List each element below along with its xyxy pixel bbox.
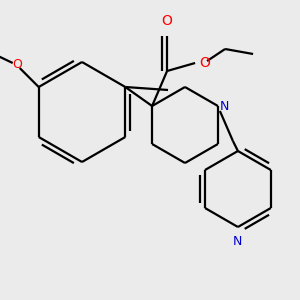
- Text: O: O: [162, 14, 172, 28]
- Text: O: O: [12, 58, 22, 71]
- Text: N: N: [233, 235, 243, 248]
- Text: O: O: [199, 56, 210, 70]
- Text: N: N: [220, 100, 229, 112]
